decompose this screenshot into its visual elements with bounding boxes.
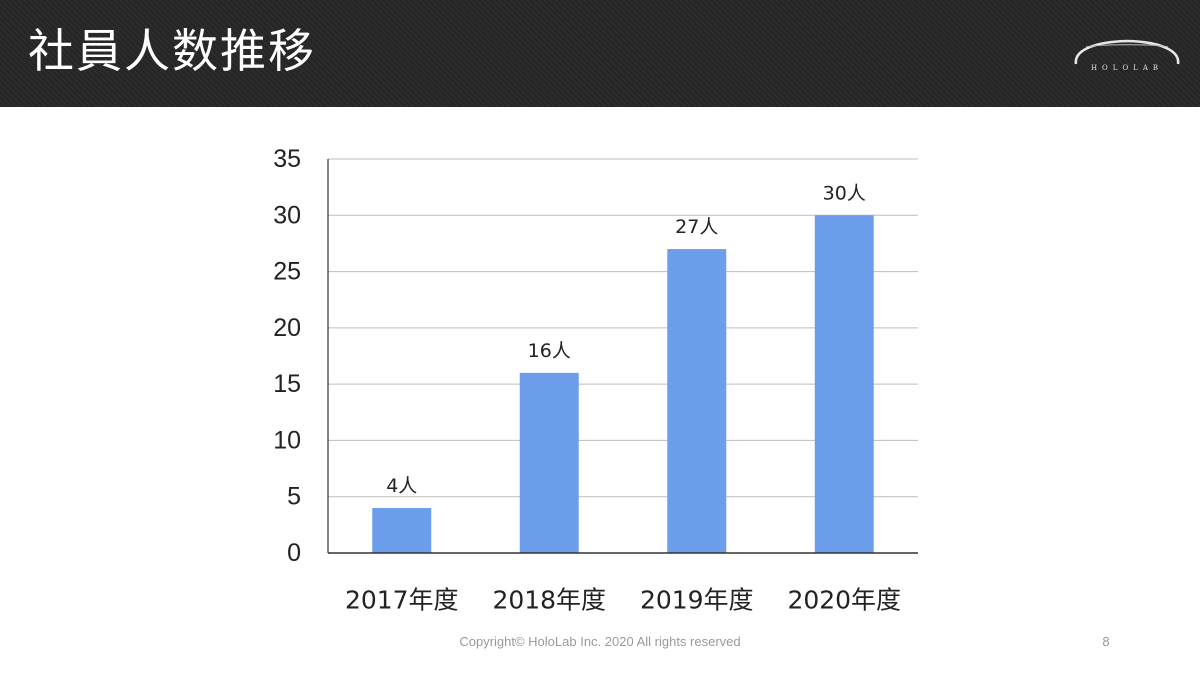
bar (519, 372, 579, 553)
y-tick-label: 20 (273, 314, 301, 342)
bar (667, 249, 727, 554)
page-number: 8 (1102, 634, 1110, 649)
bar-data-label: 30人 (823, 182, 866, 204)
bar-data-label: 16人 (528, 340, 571, 362)
x-category-label: 2019年度 (640, 586, 754, 615)
y-tick-label: 15 (273, 370, 301, 398)
x-category-label: 2018年度 (492, 586, 606, 615)
bar-data-label: 27人 (675, 216, 718, 238)
x-category-label: 2017年度 (345, 586, 459, 615)
bar (372, 507, 432, 553)
hololab-logo (1074, 39, 1180, 65)
bar-data-label: 4人 (386, 475, 417, 497)
slide-header: 社員人数推移 HOLOLAB (0, 0, 1200, 107)
slide-title: 社員人数推移 (28, 24, 316, 78)
y-tick-label: 5 (287, 483, 301, 511)
y-tick-label: 25 (273, 258, 301, 286)
x-category-label: 2020年度 (787, 586, 901, 615)
y-tick-label: 35 (273, 145, 301, 173)
logo-text: HOLOLAB (1090, 64, 1164, 72)
copyright-footer: Copyright© HoloLab Inc. 2020 All rights … (459, 634, 741, 649)
y-tick-label: 0 (287, 539, 301, 567)
y-tick-label: 30 (273, 201, 301, 229)
bar (814, 215, 874, 554)
y-tick-label: 10 (273, 426, 301, 454)
